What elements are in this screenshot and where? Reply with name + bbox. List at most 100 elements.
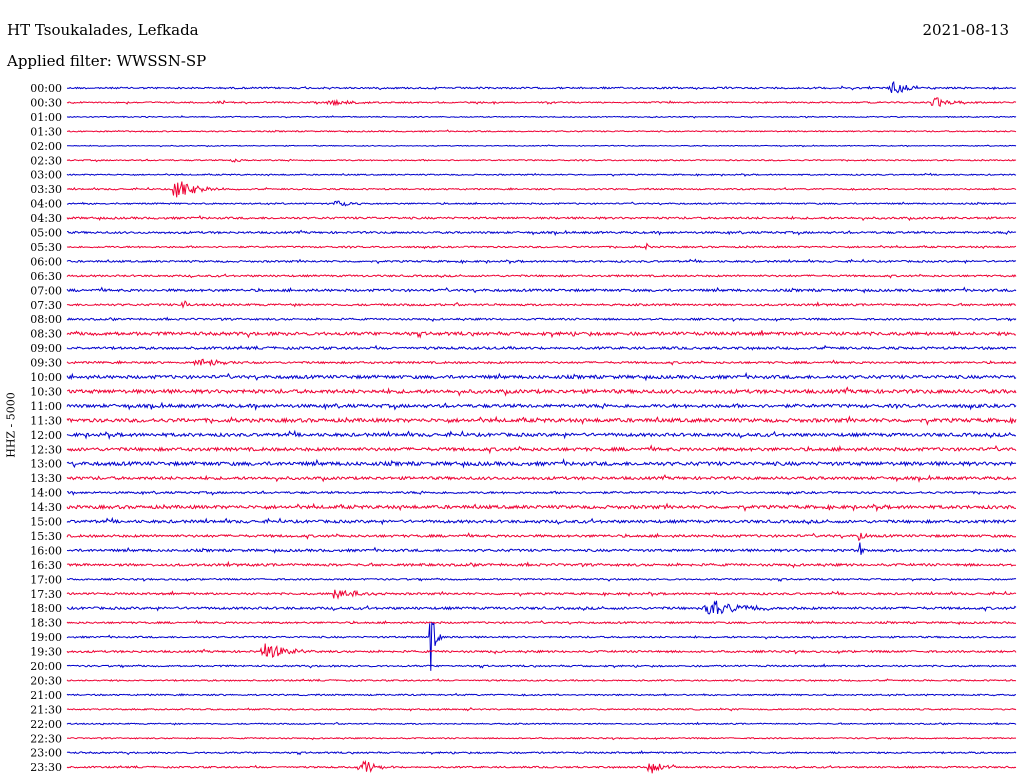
station-title: HT Tsoukalades, Lefkada bbox=[7, 21, 199, 39]
row-time-label: 11:30 bbox=[30, 414, 62, 427]
row-time-label: 20:30 bbox=[30, 674, 62, 687]
row-time-label: 09:00 bbox=[30, 342, 62, 355]
seismic-trace-row bbox=[66, 542, 1017, 555]
seismic-trace-row bbox=[66, 560, 1017, 569]
seismic-trace-row bbox=[66, 129, 1017, 134]
row-time-label: 03:30 bbox=[30, 183, 62, 196]
row-time-label: 21:30 bbox=[30, 703, 62, 716]
seismic-trace-row bbox=[66, 759, 1017, 774]
row-time-label: 12:30 bbox=[30, 443, 62, 456]
seismic-trace-row bbox=[66, 663, 1017, 669]
seismic-trace-row bbox=[66, 371, 1017, 382]
date-label: 2021-08-13 bbox=[922, 21, 1009, 39]
row-time-label: 17:00 bbox=[30, 573, 62, 586]
row-time-label: 23:30 bbox=[30, 761, 62, 774]
row-time-label: 01:30 bbox=[30, 125, 62, 138]
row-time-label: 07:30 bbox=[30, 299, 62, 312]
row-time-label: 12:00 bbox=[30, 429, 62, 442]
seismic-trace-row bbox=[66, 678, 1017, 683]
row-time-label: 20:00 bbox=[30, 660, 62, 673]
seismic-trace-row bbox=[66, 532, 1017, 542]
seismic-trace-row bbox=[66, 300, 1017, 309]
seismic-trace-row bbox=[66, 97, 1017, 108]
row-time-label: 08:30 bbox=[30, 328, 62, 341]
seismic-trace-row bbox=[66, 429, 1017, 441]
row-time-label: 05:00 bbox=[30, 227, 62, 240]
filter-label: Applied filter: WWSSN-SP bbox=[7, 52, 207, 70]
seismic-trace-row bbox=[66, 115, 1017, 119]
row-time-label: 19:30 bbox=[30, 646, 62, 659]
row-time-label: 13:30 bbox=[30, 472, 62, 485]
row-time-label: 06:30 bbox=[30, 270, 62, 283]
seismic-trace-row bbox=[66, 273, 1017, 279]
row-time-label: 23:00 bbox=[30, 747, 62, 760]
seismic-trace-row bbox=[66, 490, 1017, 496]
seismic-trace-row bbox=[66, 415, 1017, 426]
row-time-label: 10:00 bbox=[30, 371, 62, 384]
seismic-trace-row bbox=[66, 214, 1017, 222]
seismic-trace-row bbox=[66, 401, 1017, 411]
seismic-trace-row bbox=[66, 577, 1017, 582]
seismic-trace-row bbox=[66, 242, 1017, 251]
seismic-trace-row bbox=[66, 692, 1017, 697]
seismic-trace-row bbox=[66, 158, 1017, 163]
row-time-label: 16:30 bbox=[30, 559, 62, 572]
row-time-label: 19:00 bbox=[30, 631, 62, 644]
row-time-label: 08:00 bbox=[30, 313, 62, 326]
seismic-trace-row bbox=[66, 286, 1017, 294]
seismic-trace-row bbox=[66, 258, 1017, 265]
row-time-label: 01:00 bbox=[30, 111, 62, 124]
row-time-label: 15:00 bbox=[30, 516, 62, 529]
row-time-label: 14:30 bbox=[30, 501, 62, 514]
row-time-label: 13:00 bbox=[30, 458, 62, 471]
row-time-label: 15:30 bbox=[30, 530, 62, 543]
seismic-trace-row bbox=[67, 80, 1017, 94]
seismic-trace-row bbox=[66, 621, 1017, 671]
row-time-label: 06:00 bbox=[30, 255, 62, 268]
seismic-trace-row bbox=[66, 344, 1017, 351]
seismic-trace-row bbox=[66, 474, 1017, 484]
row-time-label: 00:30 bbox=[30, 96, 62, 109]
row-time-label: 04:30 bbox=[30, 212, 62, 225]
seismic-trace-row bbox=[66, 600, 1017, 615]
row-time-label: 17:30 bbox=[30, 588, 62, 601]
row-time-label: 16:00 bbox=[30, 544, 62, 557]
seismic-trace-row bbox=[66, 444, 1017, 455]
seismic-trace-row bbox=[66, 330, 1017, 339]
row-time-label: 02:00 bbox=[30, 140, 62, 153]
row-time-label: 07:00 bbox=[30, 284, 62, 297]
row-time-label: 00:00 bbox=[30, 82, 62, 95]
seismic-trace-row bbox=[66, 736, 1017, 741]
seismic-trace-row bbox=[66, 502, 1016, 513]
seismic-trace-row bbox=[66, 200, 1017, 207]
seismic-trace-row bbox=[66, 358, 1017, 367]
seismic-trace-row bbox=[66, 619, 1017, 626]
seismic-trace-row bbox=[66, 721, 1017, 726]
seismic-trace-row bbox=[66, 316, 1017, 323]
seismic-trace-row bbox=[66, 589, 1017, 600]
row-time-label: 14:00 bbox=[30, 487, 62, 500]
row-time-label: 05:30 bbox=[30, 241, 62, 254]
seismic-trace-row bbox=[66, 749, 1017, 756]
row-time-label: 02:30 bbox=[30, 154, 62, 167]
row-time-label: 09:30 bbox=[30, 357, 62, 370]
row-time-label: 18:00 bbox=[30, 602, 62, 615]
row-time-label: 18:30 bbox=[30, 617, 62, 630]
seismic-trace-row bbox=[66, 386, 1017, 397]
row-time-label: 11:00 bbox=[30, 400, 62, 413]
row-time-label: 21:00 bbox=[30, 689, 62, 702]
seismic-trace-row bbox=[66, 643, 1017, 658]
seismic-trace-row bbox=[66, 516, 1017, 526]
row-time-label: 10:30 bbox=[30, 385, 62, 398]
seismic-trace-row bbox=[67, 144, 1017, 148]
seismic-trace-row bbox=[66, 457, 1017, 469]
seismic-trace-row bbox=[66, 707, 1017, 712]
seismic-trace-row bbox=[66, 229, 1017, 237]
row-time-label: 22:30 bbox=[30, 732, 62, 745]
seismic-trace-row bbox=[66, 181, 1017, 198]
seismic-trace-row bbox=[66, 172, 1017, 177]
row-time-label: 22:00 bbox=[30, 718, 62, 731]
row-time-label: 04:00 bbox=[30, 198, 62, 211]
